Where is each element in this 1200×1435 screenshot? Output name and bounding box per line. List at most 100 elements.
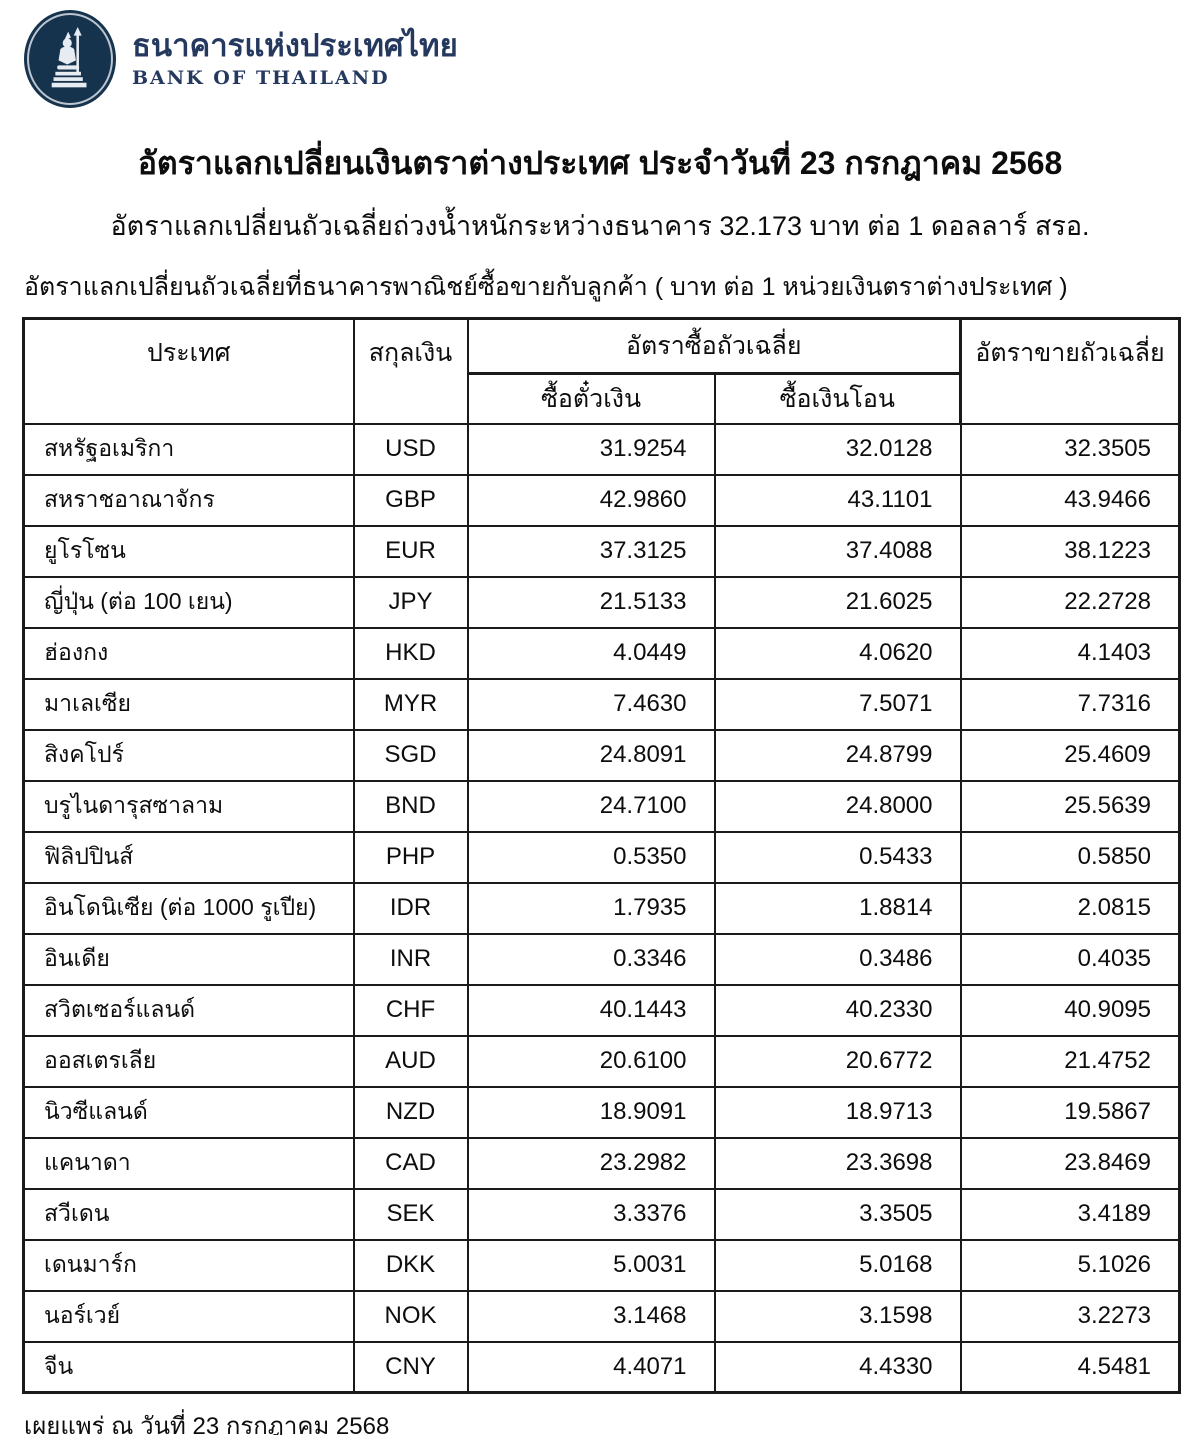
column-header-currency: สกุลเงิน xyxy=(352,317,469,425)
country-cell: เดนมาร์ก xyxy=(22,1238,355,1292)
selling-rate-cell: 3.4189 xyxy=(959,1187,1181,1241)
table-row: เดนมาร์ก DKK 5.0031 5.0168 5.1026 xyxy=(22,1238,1181,1292)
table-row: สวิตเซอร์แลนด์ CHF 40.1443 40.2330 40.90… xyxy=(22,983,1181,1037)
buying-sight-bill-cell: 24.7100 xyxy=(466,779,716,833)
table-row: อินโดนิเซีย (ต่อ 1000 รูเปีย) IDR 1.7935… xyxy=(22,881,1181,935)
bank-name-thai: ธนาคารแห่งประเทศไทย xyxy=(132,27,458,64)
country-cell: สวีเดน xyxy=(22,1187,355,1241)
buying-transfer-cell: 37.4088 xyxy=(713,524,962,578)
buying-sight-bill-cell: 4.4071 xyxy=(466,1340,716,1394)
country-cell: ฟิลิปปินส์ xyxy=(22,830,355,884)
buying-transfer-cell: 24.8000 xyxy=(713,779,962,833)
selling-rate-cell: 4.5481 xyxy=(959,1340,1181,1394)
currency-code-cell: GBP xyxy=(352,473,469,527)
currency-code-cell: JPY xyxy=(352,575,469,629)
column-header-buying-sight-bill: ซื้อตั๋วเงิน xyxy=(466,372,716,425)
buying-sight-bill-cell: 24.8091 xyxy=(466,728,716,782)
interbank-weighted-average-line: อัตราแลกเปลี่ยนถัวเฉลี่ยถ่วงน้ำหนักระหว่… xyxy=(110,210,1090,241)
buying-transfer-cell: 0.5433 xyxy=(713,830,962,884)
bank-header: ธนาคารแห่งประเทศไทย BANK OF THAILAND xyxy=(0,0,1200,108)
country-cell: แคนาดา xyxy=(22,1136,355,1190)
currency-code-cell: AUD xyxy=(352,1034,469,1088)
buying-sight-bill-cell: 20.6100 xyxy=(466,1034,716,1088)
selling-rate-cell: 40.9095 xyxy=(959,983,1181,1037)
selling-rate-cell: 25.4609 xyxy=(959,728,1181,782)
table-row: ออสเตรเลีย AUD 20.6100 20.6772 21.4752 xyxy=(22,1034,1181,1088)
column-header-selling: อัตราขายถัวเฉลี่ย xyxy=(959,317,1181,425)
selling-rate-cell: 19.5867 xyxy=(959,1085,1181,1139)
country-cell: ออสเตรเลีย xyxy=(22,1034,355,1088)
country-cell: สวิตเซอร์แลนด์ xyxy=(22,983,355,1037)
buying-sight-bill-cell: 0.3346 xyxy=(466,932,716,986)
buying-sight-bill-cell: 3.3376 xyxy=(466,1187,716,1241)
buying-transfer-cell: 5.0168 xyxy=(713,1238,962,1292)
currency-code-cell: CAD xyxy=(352,1136,469,1190)
buying-sight-bill-cell: 31.9254 xyxy=(466,422,716,476)
currency-code-cell: MYR xyxy=(352,677,469,731)
buying-transfer-cell: 3.3505 xyxy=(713,1187,962,1241)
selling-rate-cell: 2.0815 xyxy=(959,881,1181,935)
selling-rate-cell: 22.2728 xyxy=(959,575,1181,629)
country-cell: มาเลเซีย xyxy=(22,677,355,731)
buying-sight-bill-cell: 1.7935 xyxy=(466,881,716,935)
currency-code-cell: CHF xyxy=(352,983,469,1037)
buying-transfer-cell: 40.2330 xyxy=(713,983,962,1037)
selling-rate-cell: 4.1403 xyxy=(959,626,1181,680)
buying-transfer-cell: 32.0128 xyxy=(713,422,962,476)
buying-transfer-cell: 7.5071 xyxy=(713,677,962,731)
country-cell: สหรัฐอเมริกา xyxy=(22,422,355,476)
table-row: นิวซีแลนด์ NZD 18.9091 18.9713 19.5867 xyxy=(22,1085,1181,1139)
buying-transfer-cell: 3.1598 xyxy=(713,1289,962,1343)
currency-code-cell: EUR xyxy=(352,524,469,578)
selling-rate-cell: 32.3505 xyxy=(959,422,1181,476)
currency-code-cell: IDR xyxy=(352,881,469,935)
table-row: ฟิลิปปินส์ PHP 0.5350 0.5433 0.5850 xyxy=(22,830,1181,884)
buying-transfer-cell: 21.6025 xyxy=(713,575,962,629)
buying-transfer-cell: 18.9713 xyxy=(713,1085,962,1139)
selling-rate-cell: 5.1026 xyxy=(959,1238,1181,1292)
buying-transfer-cell: 23.3698 xyxy=(713,1136,962,1190)
buying-sight-bill-cell: 4.0449 xyxy=(466,626,716,680)
buying-sight-bill-cell: 23.2982 xyxy=(466,1136,716,1190)
selling-rate-cell: 0.5850 xyxy=(959,830,1181,884)
currency-code-cell: INR xyxy=(352,932,469,986)
selling-rate-cell: 23.8469 xyxy=(959,1136,1181,1190)
bank-name-english: BANK OF THAILAND xyxy=(132,67,390,90)
table-row: ยูโรโซน EUR 37.3125 37.4088 38.1223 xyxy=(22,524,1181,578)
bank-name-block: ธนาคารแห่งประเทศไทย BANK OF THAILAND xyxy=(132,29,458,89)
currency-code-cell: SGD xyxy=(352,728,469,782)
published-date-line: เผยแพร่ ณ วันที่ 23 กรกฎาคม 2568 xyxy=(24,1413,390,1435)
table-row: บรูไนดารุสซาลาม BND 24.7100 24.8000 25.5… xyxy=(22,779,1181,833)
column-header-country: ประเทศ xyxy=(22,317,355,425)
selling-rate-cell: 43.9466 xyxy=(959,473,1181,527)
buying-transfer-cell: 43.1101 xyxy=(713,473,962,527)
buying-sight-bill-cell: 7.4630 xyxy=(466,677,716,731)
table-row: จีน CNY 4.4071 4.4330 4.5481 xyxy=(22,1340,1181,1394)
buying-transfer-cell: 4.0620 xyxy=(713,626,962,680)
exchange-rates-table: ประเทศ สกุลเงิน อัตราซื้อถัวเฉลี่ย อัตรา… xyxy=(22,316,1182,1395)
rates-table-head: ประเทศ สกุลเงิน อัตราซื้อถัวเฉลี่ย อัตรา… xyxy=(22,317,1181,425)
buying-transfer-cell: 24.8799 xyxy=(713,728,962,782)
country-cell: จีน xyxy=(22,1340,355,1394)
selling-rate-cell: 0.4035 xyxy=(959,932,1181,986)
table-row: อินเดีย INR 0.3346 0.3486 0.4035 xyxy=(22,932,1181,986)
buying-sight-bill-cell: 3.1468 xyxy=(466,1289,716,1343)
selling-rate-cell: 3.2273 xyxy=(959,1289,1181,1343)
currency-code-cell: SEK xyxy=(352,1187,469,1241)
buying-transfer-cell: 20.6772 xyxy=(713,1034,962,1088)
column-header-buying-transfer: ซื้อเงินโอน xyxy=(713,372,962,425)
currency-code-cell: DKK xyxy=(352,1238,469,1292)
buying-transfer-cell: 4.4330 xyxy=(713,1340,962,1394)
currency-code-cell: BND xyxy=(352,779,469,833)
selling-rate-cell: 38.1223 xyxy=(959,524,1181,578)
table-row: สหราชอาณาจักร GBP 42.9860 43.1101 43.946… xyxy=(22,473,1181,527)
country-cell: อินเดีย xyxy=(22,932,355,986)
rates-table-caption: อัตราแลกเปลี่ยนถัวเฉลี่ยที่ธนาคารพาณิชย์… xyxy=(24,272,1068,301)
bot-emblem-icon xyxy=(24,10,116,108)
selling-rate-cell: 25.5639 xyxy=(959,779,1181,833)
country-cell: ญี่ปุ่น (ต่อ 100 เยน) xyxy=(22,575,355,629)
country-cell: นอร์เวย์ xyxy=(22,1289,355,1343)
page-title: อัตราแลกเปลี่ยนเงินตราต่างประเทศ ประจำวั… xyxy=(137,145,1063,181)
table-row: แคนาดา CAD 23.2982 23.3698 23.8469 xyxy=(22,1136,1181,1190)
currency-code-cell: PHP xyxy=(352,830,469,884)
